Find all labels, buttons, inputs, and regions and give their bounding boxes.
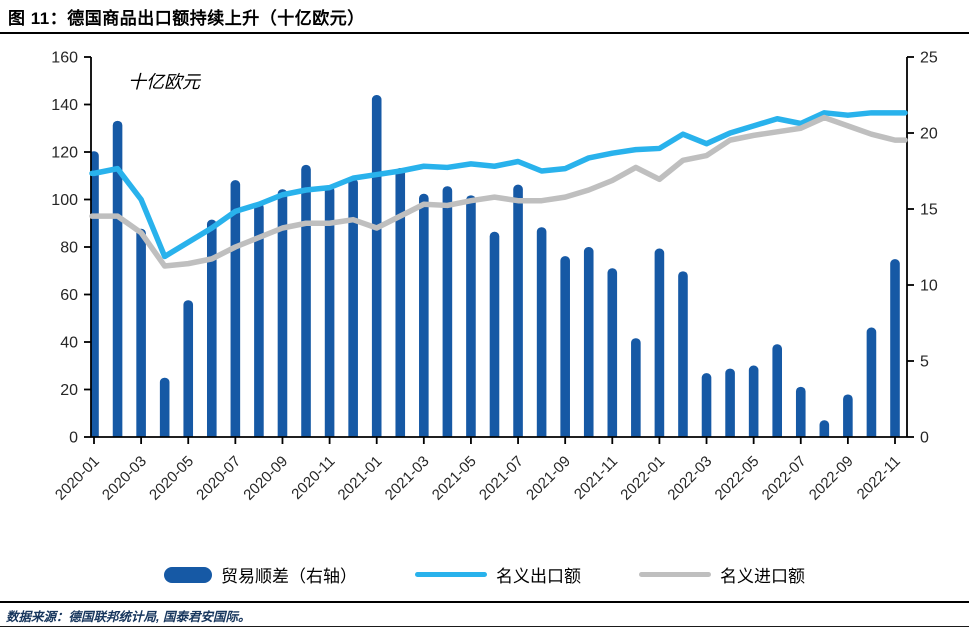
source-footer: 数据来源：德国联邦统计局, 国泰君安国际。 bbox=[0, 601, 969, 625]
left-axis-tick-label: 160 bbox=[51, 50, 78, 67]
imports-line bbox=[89, 114, 908, 269]
trade-surplus-bar bbox=[536, 227, 547, 437]
right-axis-tick-label: 15 bbox=[920, 202, 938, 219]
trade-surplus-bar bbox=[419, 193, 429, 437]
trade-surplus-bar bbox=[159, 377, 170, 437]
left-axis-tick-label: 100 bbox=[51, 192, 78, 209]
trade-surplus-bar bbox=[324, 186, 335, 437]
trade-surplus-bar bbox=[91, 151, 99, 437]
trade-surplus-bar bbox=[206, 219, 217, 437]
trade-surplus-bar bbox=[301, 164, 311, 437]
chart-canvas: 02040608010012014016005101520252020-0120… bbox=[51, 50, 938, 504]
legend-item-exports: 名义出口额 bbox=[415, 562, 581, 587]
x-axis-tick-label: 2021-11 bbox=[571, 453, 621, 503]
trade-surplus-swatch-icon bbox=[164, 566, 212, 583]
trade-surplus-bar bbox=[348, 178, 358, 437]
legend-label-trade-surplus: 贸易顺差（右轴） bbox=[221, 567, 357, 586]
exports-line bbox=[89, 110, 908, 260]
x-axis-tick-label: 2022-11 bbox=[854, 453, 904, 503]
left-axis-tick-label: 80 bbox=[60, 240, 78, 257]
legend-item-imports: 名义进口额 bbox=[639, 562, 805, 587]
trade-surplus-bar bbox=[371, 95, 382, 437]
right-axis-tick-label: 5 bbox=[920, 354, 929, 371]
x-axis-tick-label: 2020-01 bbox=[52, 453, 103, 504]
trade-surplus-bar bbox=[819, 420, 830, 437]
x-axis-tick-label: 2020-05 bbox=[146, 453, 197, 504]
x-axis-tick-label: 2022-03 bbox=[664, 453, 715, 504]
trade-surplus-bar bbox=[254, 202, 264, 437]
trade-surplus-bar bbox=[442, 186, 453, 437]
x-axis-tick-label: 2022-09 bbox=[806, 453, 857, 504]
chart-title: 图 11：德国商品出口额持续上升（十亿欧元） bbox=[8, 9, 365, 28]
left-axis-tick-label: 60 bbox=[60, 287, 78, 304]
legend-item-trade-surplus: 贸易顺差（右轴） bbox=[164, 562, 357, 587]
x-axis-tick-label: 2020-09 bbox=[240, 453, 291, 504]
trade-surplus-bar bbox=[725, 368, 735, 437]
x-axis-tick-label: 2021-09 bbox=[523, 453, 574, 504]
trade-surplus-bar bbox=[277, 189, 288, 437]
trade-surplus-bar bbox=[866, 327, 877, 437]
trade-surplus-bar bbox=[701, 373, 712, 437]
x-axis-tick-label: 2021-05 bbox=[429, 453, 480, 504]
exports-line-swatch-icon bbox=[415, 572, 487, 577]
chart-legend: 贸易顺差（右轴） 名义出口额 名义进口额 bbox=[0, 562, 969, 587]
trade-surplus-bar bbox=[890, 259, 900, 437]
trade-surplus-bar bbox=[654, 248, 665, 437]
trade-surplus-bar bbox=[466, 195, 476, 437]
x-axis-tick-label: 2022-01 bbox=[617, 453, 668, 504]
trade-surplus-bar bbox=[843, 394, 853, 437]
trade-surplus-bar bbox=[136, 228, 146, 437]
imports-line-swatch-icon bbox=[639, 572, 711, 577]
x-axis-tick-label: 2021-03 bbox=[382, 453, 433, 504]
trade-surplus-bar bbox=[395, 167, 406, 437]
trade-surplus-bar bbox=[183, 300, 194, 437]
trade-surplus-bar bbox=[678, 271, 688, 437]
left-axis-tick-label: 40 bbox=[60, 335, 78, 352]
x-axis-tick-label: 2020-03 bbox=[99, 453, 150, 504]
left-axis-tick-label: 0 bbox=[69, 430, 78, 447]
trade-surplus-bar bbox=[631, 338, 641, 437]
bottom-divider bbox=[0, 626, 969, 627]
trade-surplus-bar bbox=[489, 231, 500, 437]
left-axis-tick-label: 120 bbox=[51, 145, 78, 162]
x-axis-tick-label: 2020-11 bbox=[288, 453, 338, 503]
trade-surplus-bar bbox=[795, 386, 806, 437]
title-underline bbox=[0, 32, 969, 34]
left-axis-tick-label: 20 bbox=[60, 382, 78, 399]
x-axis-tick-label: 2021-07 bbox=[476, 453, 527, 504]
right-axis-tick-label: 0 bbox=[920, 430, 929, 447]
x-axis-tick-label: 2021-01 bbox=[335, 453, 386, 504]
right-axis-tick-label: 20 bbox=[920, 126, 938, 143]
x-axis-tick-label: 2022-05 bbox=[712, 453, 763, 504]
trade-surplus-bar bbox=[513, 184, 523, 437]
unit-annotation: 十亿欧元 bbox=[128, 72, 202, 92]
legend-label-exports: 名义出口额 bbox=[496, 567, 581, 586]
trade-surplus-bar bbox=[560, 256, 570, 437]
x-axis-tick-label: 2020-07 bbox=[193, 453, 244, 504]
trade-surplus-bar bbox=[772, 344, 783, 437]
trade-surplus-bar bbox=[583, 247, 594, 437]
x-axis-tick-label: 2022-07 bbox=[759, 453, 810, 504]
legend-label-imports: 名义进口额 bbox=[720, 567, 805, 586]
trade-surplus-bar bbox=[112, 120, 123, 437]
trade-surplus-bar bbox=[748, 365, 759, 437]
right-axis-tick-label: 10 bbox=[920, 278, 938, 295]
right-axis-tick-label: 25 bbox=[920, 50, 938, 67]
left-axis-tick-label: 140 bbox=[51, 97, 78, 114]
trade-surplus-bar bbox=[607, 268, 618, 437]
source-note: 数据来源：德国联邦统计局, 国泰君安国际。 bbox=[6, 610, 251, 624]
trade-surplus-bar bbox=[230, 180, 241, 437]
